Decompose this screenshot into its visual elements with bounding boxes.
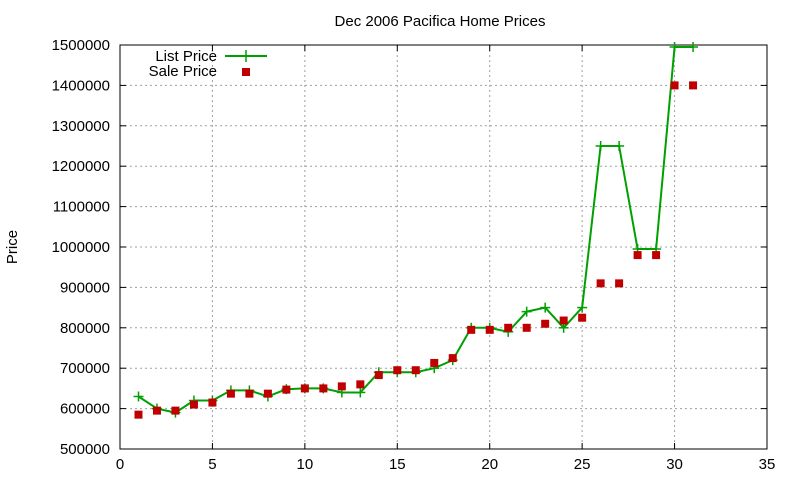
axes: 0 5 10 15 20 25 30 35 500000 600000 700000 800000 90… xyxy=(52,37,776,473)
sale-price-point xyxy=(134,410,143,419)
sale-price-point xyxy=(337,382,346,391)
y-tick-label: 1500000 xyxy=(52,37,110,54)
list-price-point xyxy=(688,42,699,53)
sale-price-point xyxy=(467,325,476,334)
sale-price-point xyxy=(596,279,605,288)
y-tick-label: 1400000 xyxy=(52,77,110,94)
sale-price-point xyxy=(411,366,420,375)
y-tick-label: 600000 xyxy=(60,401,110,418)
x-tick-label: 35 xyxy=(759,456,776,473)
sale-price-point xyxy=(300,384,309,393)
list-price-point xyxy=(540,302,551,313)
list-price-point xyxy=(669,42,680,53)
sale-price-point xyxy=(208,398,217,407)
y-tick-label: 800000 xyxy=(60,320,110,337)
y-tick-label: 700000 xyxy=(60,360,110,377)
sale-price-point xyxy=(559,316,568,325)
y-tick-label: 500000 xyxy=(60,441,110,458)
sale-price-point xyxy=(615,279,624,288)
sale-price-point xyxy=(226,389,235,398)
sale-price-point xyxy=(356,380,365,389)
legend-marker-sale-price xyxy=(242,68,250,76)
y-tick-label: 1200000 xyxy=(52,158,110,175)
sale-price-point xyxy=(541,319,550,328)
legend-label-list-price: List Price xyxy=(155,48,217,65)
list-price-line xyxy=(137,46,694,414)
x-tick-label: 10 xyxy=(297,456,314,473)
list-price-point xyxy=(521,306,532,317)
y-tick-label: 1100000 xyxy=(53,199,110,216)
sale-price-point xyxy=(504,323,513,332)
grid xyxy=(120,45,767,449)
legend-marker-list-price xyxy=(240,50,252,62)
sale-price-point xyxy=(263,389,272,398)
list-price-point xyxy=(133,391,144,402)
sale-price-point xyxy=(393,366,402,375)
sale-price-point xyxy=(171,406,180,415)
y-tick-label: 1000000 xyxy=(52,239,110,256)
sale-price-point xyxy=(670,81,679,90)
sale-price-point xyxy=(189,400,198,409)
list-price-point xyxy=(577,302,588,313)
series-list-price xyxy=(133,42,699,418)
sale-price-point xyxy=(374,371,383,380)
x-tick-label: 20 xyxy=(481,456,498,473)
sale-price-point xyxy=(282,385,291,394)
x-tick-label: 5 xyxy=(208,456,216,473)
sale-price-point xyxy=(633,251,642,260)
x-tick-label: 0 xyxy=(116,456,124,473)
series-sale-price xyxy=(134,81,698,419)
y-axis-label: Price xyxy=(4,230,21,264)
x-tick-label: 25 xyxy=(574,456,591,473)
sale-price-point xyxy=(448,354,457,363)
y-tick-label: 900000 xyxy=(60,279,110,296)
sale-price-point xyxy=(578,313,587,322)
sale-price-point xyxy=(245,389,254,398)
y-tick-label: 1300000 xyxy=(52,118,110,135)
sale-price-point xyxy=(652,251,661,260)
x-tick-label: 30 xyxy=(666,456,683,473)
sale-price-point xyxy=(689,81,698,90)
sale-price-point xyxy=(485,325,494,334)
legend: List Price Sale Price xyxy=(149,48,267,80)
sale-price-point xyxy=(430,358,439,367)
x-tick-label: 15 xyxy=(389,456,406,473)
sale-price-point xyxy=(522,323,531,332)
list-price-point xyxy=(595,141,606,151)
list-price-point xyxy=(614,141,625,151)
sale-price-point xyxy=(319,384,328,393)
chart-title: Dec 2006 Pacifica Home Prices xyxy=(335,13,546,30)
legend-label-sale-price: Sale Price xyxy=(149,63,217,80)
sale-price-point xyxy=(152,406,161,415)
list-price-point xyxy=(355,387,366,398)
